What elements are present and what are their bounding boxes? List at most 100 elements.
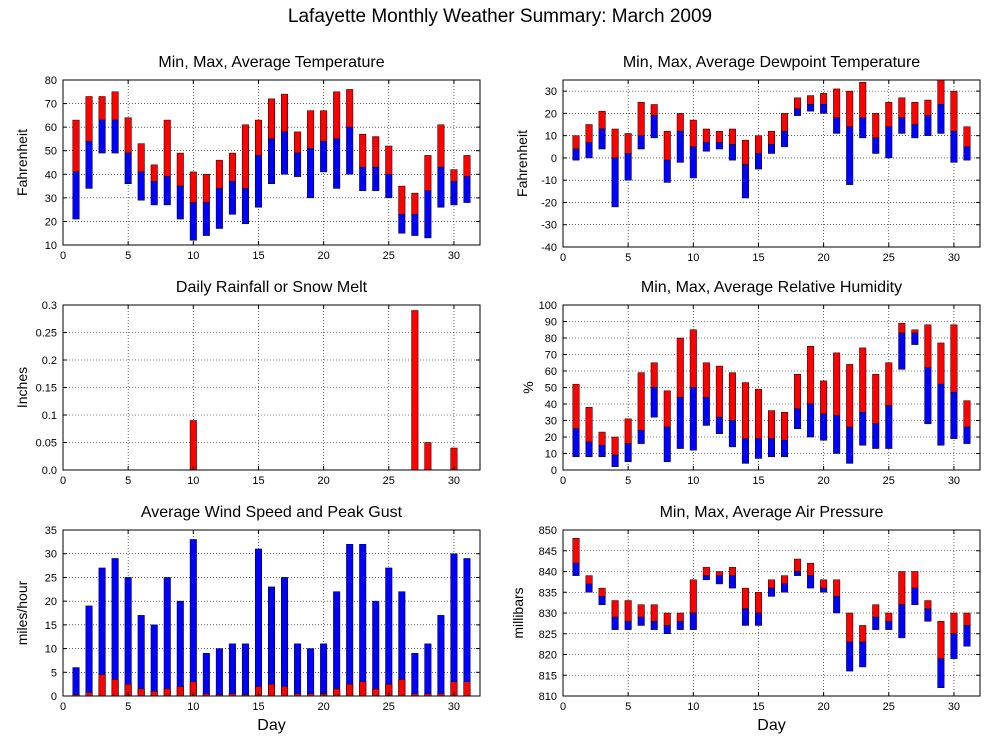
bar-max-range [911, 329, 919, 334]
bar-min-range [833, 596, 841, 614]
bar-max-range [346, 89, 354, 128]
x-tick-label: 25 [383, 475, 395, 487]
y-tick-label: 15 [45, 620, 57, 632]
bar-max-range [885, 362, 893, 406]
bar-max-range [807, 562, 815, 576]
bar-min-range [676, 397, 684, 449]
bar-peak-gust [111, 558, 119, 697]
x-tick-label: 10 [187, 475, 199, 487]
y-tick-label: 100 [539, 300, 557, 312]
bar-max-range [937, 621, 945, 659]
bar-min-range [111, 119, 119, 154]
bar-max-range [611, 128, 619, 159]
bar-min-range [859, 412, 867, 446]
bar-average-wind [98, 674, 106, 697]
bar-min-range [598, 596, 606, 605]
bar-min-range [754, 153, 762, 170]
y-tick-label: 0 [51, 691, 57, 703]
y-tick-label: 35 [45, 525, 57, 537]
bar-min-range [463, 176, 471, 203]
bar-max-range [424, 155, 432, 192]
plot-frame [62, 79, 481, 246]
bar-peak-gust [124, 577, 132, 697]
bar-min-range [611, 454, 619, 467]
bar-max-range [254, 119, 262, 156]
bar-min-range [598, 128, 606, 150]
bar-max-range [611, 600, 619, 618]
bar-peak-gust [281, 577, 289, 697]
x-tick-label: 0 [60, 475, 66, 487]
bar-min-range [768, 144, 775, 154]
bar-max-range [189, 171, 197, 203]
bar-average-wind [333, 688, 341, 697]
y-tick-label: 25 [45, 572, 57, 584]
bar-min-range [833, 117, 841, 134]
x-tick-label: 15 [752, 701, 764, 713]
chart-humidity: 0 5 10 15 20 25 30 0 10 20 30 40 50 60 70 80 90 100 Min, M… [520, 279, 981, 487]
y-tick-label: 80 [45, 75, 57, 87]
bar-max-range [611, 436, 619, 456]
bar-max-range [963, 400, 971, 428]
bar-min-range [702, 142, 710, 152]
x-tick-label: 25 [383, 250, 395, 262]
bar-min-range [385, 174, 393, 199]
y-tick-label: 10 [45, 240, 57, 252]
y-tick-label: 0.3 [42, 300, 57, 312]
bar-rainfall [411, 310, 419, 471]
bar-min-range [624, 443, 632, 463]
bar-min-range [820, 104, 828, 114]
bar-min-range [846, 641, 854, 672]
bar-min-range [924, 608, 932, 622]
bar-peak-gust [150, 624, 158, 697]
bar-min-range [307, 148, 315, 199]
bar-min-range [898, 604, 906, 639]
bar-min-range [637, 135, 645, 150]
bar-min-range [228, 181, 236, 215]
bar-max-range [846, 90, 854, 128]
bar-max-range [937, 79, 945, 105]
bar-max-range [228, 152, 236, 182]
bar-min-range [768, 438, 775, 458]
y-tick-label: 840 [539, 567, 557, 579]
bar-max-range [872, 374, 880, 425]
x-axis-label: Day [257, 717, 285, 734]
bar-min-range [937, 383, 945, 446]
bar-min-range [637, 616, 645, 626]
bar-max-range [398, 185, 406, 215]
bar-min-range [950, 633, 958, 659]
bar-max-range [715, 365, 723, 418]
bar-max-range [176, 152, 184, 187]
x-tick-label: 30 [948, 475, 960, 487]
bar-min-range [898, 117, 906, 134]
bar-min-range [807, 104, 815, 112]
bar-min-range [924, 115, 932, 136]
bar-max-range [794, 374, 802, 410]
bar-max-range [794, 558, 802, 572]
bar-min-range [715, 575, 723, 585]
bar-min-range [676, 621, 684, 630]
bar-average-wind [463, 681, 471, 697]
y-tick-label: 0.25 [36, 328, 57, 340]
bar-max-range [859, 625, 867, 643]
bar-max-range [450, 169, 458, 182]
bar-min-range [346, 126, 354, 175]
bar-min-range [450, 181, 458, 206]
bar-max-range [624, 600, 632, 622]
bar-average-wind [346, 683, 354, 697]
bar-max-range [637, 102, 645, 136]
bar-peak-gust [333, 591, 341, 697]
x-axis-label: Day [757, 717, 785, 734]
y-tick-label: 830 [539, 608, 557, 620]
bar-peak-gust [385, 567, 393, 697]
bar-max-range [872, 113, 880, 139]
bar-min-range [728, 144, 736, 161]
bar-max-range [702, 567, 710, 576]
bar-max-range [768, 410, 775, 439]
x-tick-label: 15 [252, 701, 264, 713]
bar-min-range [846, 426, 854, 464]
y-tick-label: 70 [545, 350, 557, 362]
bar-min-range [624, 621, 632, 630]
bar-max-range [385, 145, 393, 175]
y-tick-label: 815 [539, 670, 557, 682]
bar-max-range [676, 113, 684, 132]
